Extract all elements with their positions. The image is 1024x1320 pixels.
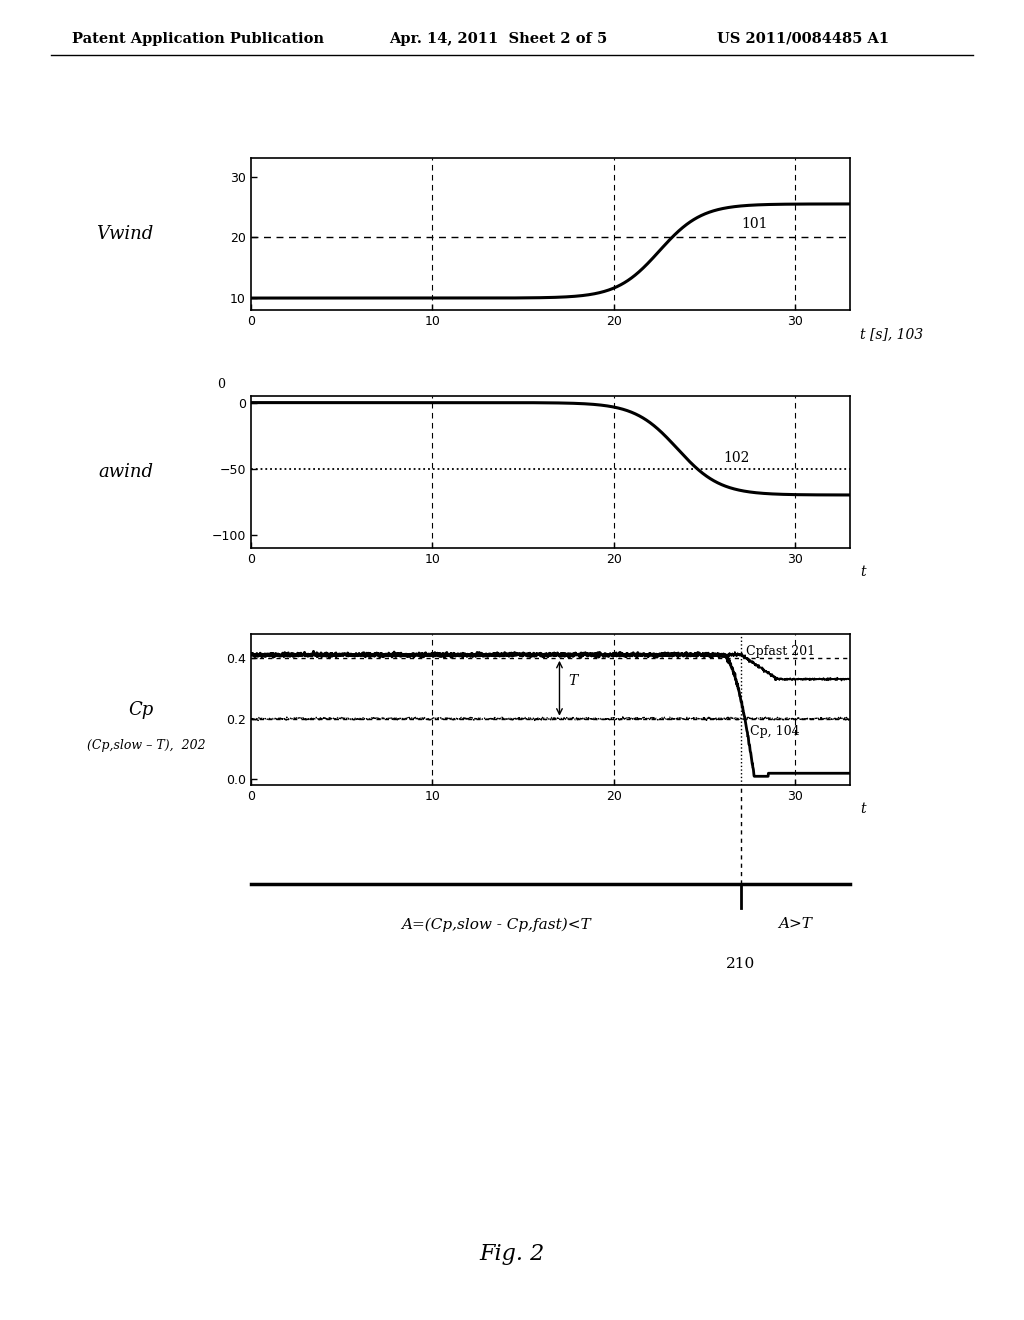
Text: t: t — [860, 565, 865, 578]
Text: Cpfast 201: Cpfast 201 — [746, 645, 815, 657]
Text: t [s], 103: t [s], 103 — [860, 327, 924, 341]
Text: (Cp,slow – T),  202: (Cp,slow – T), 202 — [87, 739, 206, 752]
Text: 101: 101 — [741, 218, 768, 231]
Text: Vwind: Vwind — [96, 226, 154, 243]
Text: A>T: A>T — [778, 917, 812, 932]
Text: 210: 210 — [726, 957, 756, 972]
Text: US 2011/0084485 A1: US 2011/0084485 A1 — [717, 32, 889, 46]
Text: 0: 0 — [217, 378, 225, 391]
Text: Cp: Cp — [128, 701, 154, 718]
Text: 102: 102 — [723, 451, 750, 465]
Text: Cp, 104: Cp, 104 — [750, 725, 800, 738]
Text: Patent Application Publication: Patent Application Publication — [72, 32, 324, 46]
Text: Apr. 14, 2011  Sheet 2 of 5: Apr. 14, 2011 Sheet 2 of 5 — [389, 32, 607, 46]
Text: Fig. 2: Fig. 2 — [479, 1243, 545, 1265]
Text: awind: awind — [98, 463, 154, 480]
Text: t: t — [860, 803, 865, 816]
Text: T: T — [568, 675, 578, 688]
Text: A=(Cp,slow - Cp,fast)<T: A=(Cp,slow - Cp,fast)<T — [401, 917, 591, 932]
